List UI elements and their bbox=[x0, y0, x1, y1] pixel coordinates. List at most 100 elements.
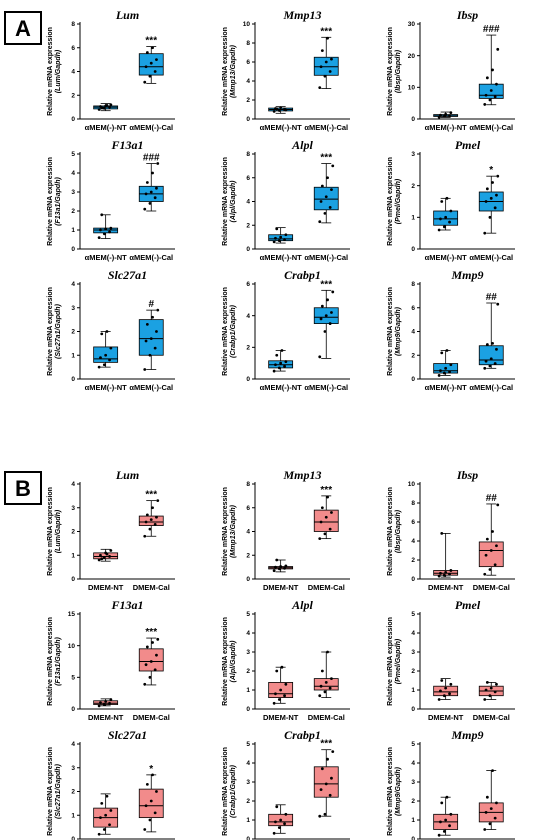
panel-label-box bbox=[4, 11, 42, 45]
y-tick-label: 10 bbox=[408, 481, 416, 488]
box-control bbox=[433, 678, 459, 701]
y-tick-label: 4 bbox=[246, 760, 250, 767]
data-point bbox=[97, 832, 101, 836]
data-point bbox=[491, 530, 494, 533]
data-point bbox=[272, 569, 276, 573]
y-axis-label: Relative mRNA expression bbox=[387, 747, 394, 836]
box-control bbox=[268, 227, 294, 244]
significance-marker: *** bbox=[145, 627, 157, 638]
data-point bbox=[496, 503, 500, 507]
data-point bbox=[488, 364, 492, 368]
data-point bbox=[318, 694, 322, 698]
x-category-label: DMEM-Cal bbox=[133, 713, 170, 722]
significance-marker: ## bbox=[486, 493, 498, 504]
data-point bbox=[275, 558, 279, 562]
data-point bbox=[272, 831, 276, 835]
y-tick-label: 4 bbox=[71, 481, 75, 488]
data-point bbox=[495, 682, 498, 686]
data-point bbox=[320, 49, 324, 52]
data-point bbox=[331, 164, 335, 168]
data-point bbox=[108, 823, 111, 827]
y-axis-label: Relative mRNA expression bbox=[222, 157, 229, 246]
data-point bbox=[143, 682, 147, 686]
significance-marker: * bbox=[149, 764, 153, 775]
data-point bbox=[449, 209, 453, 213]
data-point bbox=[143, 368, 147, 371]
data-point bbox=[489, 549, 493, 552]
y-tick-label: 2 bbox=[246, 222, 250, 229]
data-point bbox=[448, 572, 451, 576]
box-treated bbox=[313, 650, 339, 698]
data-point bbox=[109, 226, 113, 230]
box-treated bbox=[138, 499, 164, 538]
data-point bbox=[449, 363, 453, 367]
box-treated bbox=[478, 769, 504, 831]
data-point bbox=[143, 80, 147, 84]
y-tick-label: 0 bbox=[246, 376, 250, 383]
y-tick-label: 0 bbox=[71, 376, 75, 383]
data-point bbox=[108, 230, 111, 234]
chart-crabp1-b: Crabp1 Relative mRNA expression (Crabp1/Ga… bbox=[222, 728, 350, 840]
y-tick-label: 6 bbox=[246, 59, 250, 66]
y-tick-label: 3 bbox=[411, 779, 415, 786]
y-tick-label: 0 bbox=[246, 576, 250, 583]
data-point bbox=[328, 793, 332, 797]
data-point bbox=[328, 527, 332, 531]
data-point bbox=[448, 692, 451, 696]
data-point bbox=[330, 188, 333, 192]
y-axis-label: Relative mRNA expression bbox=[387, 487, 394, 576]
data-point bbox=[448, 370, 451, 374]
y-tick-label: 2 bbox=[411, 668, 415, 675]
significance-marker: ## bbox=[486, 292, 498, 303]
data-point bbox=[485, 537, 489, 541]
data-point bbox=[143, 207, 147, 211]
data-point bbox=[105, 330, 109, 333]
data-point bbox=[97, 236, 101, 240]
data-point bbox=[99, 228, 102, 232]
data-point bbox=[97, 704, 101, 708]
box-control bbox=[433, 111, 459, 119]
data-point bbox=[326, 495, 329, 499]
y-tick-label: 2 bbox=[246, 552, 250, 559]
y-tick-label: 4 bbox=[71, 741, 75, 748]
y-tick-label: 30 bbox=[408, 21, 416, 28]
y-axis-sublabel: (Pmel/Gapdh) bbox=[395, 178, 402, 224]
data-point bbox=[104, 813, 108, 817]
data-point bbox=[319, 65, 323, 69]
y-axis-label: Relative mRNA expression bbox=[387, 617, 394, 706]
data-point bbox=[442, 225, 446, 229]
y-tick-label: 2 bbox=[246, 798, 250, 805]
box-treated bbox=[138, 308, 164, 371]
x-category-label: αMEM(-)-NT bbox=[425, 123, 468, 132]
y-tick-label: 1 bbox=[246, 817, 250, 824]
data-point bbox=[109, 698, 113, 701]
data-point bbox=[449, 812, 453, 816]
y-tick-label: 4 bbox=[71, 69, 75, 76]
y-axis-label: Relative mRNA expression bbox=[47, 287, 54, 376]
data-point bbox=[144, 192, 148, 196]
data-point bbox=[104, 227, 108, 231]
data-point bbox=[328, 70, 332, 73]
data-point bbox=[279, 565, 283, 568]
y-axis-sublabel: (Slc27a1/Gapdh) bbox=[55, 763, 62, 819]
data-point bbox=[485, 76, 489, 80]
panel-label-A: A bbox=[4, 11, 42, 45]
data-point bbox=[156, 637, 160, 641]
data-point bbox=[274, 565, 277, 569]
data-point bbox=[279, 106, 283, 109]
y-axis-sublabel: (Crabp1/Gapdh) bbox=[230, 304, 237, 358]
y-tick-label: 0 bbox=[71, 706, 75, 713]
chart-title: Lum bbox=[115, 468, 139, 482]
data-point bbox=[437, 698, 441, 701]
data-point bbox=[496, 302, 500, 306]
data-point bbox=[448, 220, 451, 224]
data-point bbox=[495, 544, 498, 548]
x-category-label: αMEM(-)-Cal bbox=[129, 123, 173, 132]
y-tick-label: 6 bbox=[246, 281, 250, 288]
chart-alpl-a: Alpl Relative mRNA expression (Alpl/Gapdh)… bbox=[222, 138, 350, 262]
data-point bbox=[448, 824, 451, 828]
data-point bbox=[143, 828, 147, 831]
chart-lum-a: Lum Relative mRNA expression (Lum/Gapdh) 0 2… bbox=[47, 8, 175, 132]
box-treated bbox=[478, 503, 504, 576]
chart-pmel-a: Pmel Relative mRNA expression (Pmel/Gapdh)… bbox=[387, 138, 515, 262]
